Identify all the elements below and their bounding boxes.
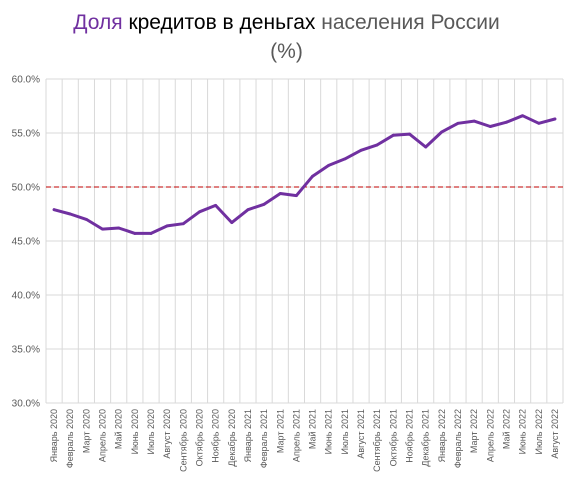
x-tick-label: Август 2022 bbox=[550, 409, 560, 459]
data-point bbox=[327, 164, 331, 167]
data-point bbox=[375, 143, 379, 147]
grid bbox=[45, 78, 564, 404]
data-point bbox=[505, 120, 508, 124]
x-tick-label: Январь 2021 bbox=[243, 409, 253, 462]
data-point bbox=[278, 192, 282, 195]
data-point bbox=[553, 117, 557, 121]
x-tick-label: Ноябрь 2021 bbox=[405, 409, 415, 463]
x-tick-label: Декабрь 2020 bbox=[227, 409, 237, 467]
x-axis: Январь 2020 Февраль 2020 Март 2020 Апрель 2… bbox=[49, 409, 560, 472]
y-axis: 30.0% 35.0% 40.0% 45.0% 50.0% 55.0% 60.0% bbox=[12, 75, 40, 410]
data-point bbox=[52, 208, 56, 212]
data-point bbox=[149, 232, 153, 235]
x-tick-label: Март 2022 bbox=[469, 409, 479, 453]
data-point bbox=[456, 121, 460, 125]
x-tick-label: Сентябрь 2020 bbox=[178, 409, 188, 472]
data-point bbox=[181, 222, 185, 226]
data-point bbox=[165, 224, 169, 228]
data-point bbox=[343, 157, 347, 161]
x-tick-label: Октябрь 2020 bbox=[194, 409, 204, 466]
data-point bbox=[311, 174, 314, 178]
title-part-1: Доля bbox=[73, 11, 123, 34]
data-point bbox=[214, 203, 218, 207]
x-tick-label: Октябрь 2021 bbox=[388, 409, 398, 466]
x-tick-label: Январь 2020 bbox=[49, 409, 59, 462]
x-tick-label: Декабрь 2021 bbox=[421, 409, 431, 467]
x-tick-label: Август 2021 bbox=[356, 409, 366, 459]
x-tick-label: Июль 2022 bbox=[534, 409, 544, 454]
x-tick-label: Сентябрь 2021 bbox=[372, 409, 382, 472]
data-point bbox=[521, 114, 525, 118]
data-point bbox=[246, 208, 250, 212]
y-tick-label: 45.0% bbox=[12, 237, 40, 248]
y-tick-label: 30.0% bbox=[12, 399, 40, 410]
data-point bbox=[295, 194, 298, 198]
data-point bbox=[230, 221, 234, 225]
x-tick-label: Июль 2021 bbox=[340, 409, 350, 454]
x-tick-label: Январь 2022 bbox=[437, 409, 447, 462]
data-point bbox=[133, 232, 137, 235]
x-tick-label: Май 2021 bbox=[308, 409, 318, 449]
x-tick-label: Июнь 2022 bbox=[518, 409, 528, 454]
x-tick-label: Март 2021 bbox=[275, 409, 285, 453]
series-group bbox=[52, 114, 557, 235]
x-tick-label: Март 2020 bbox=[81, 409, 91, 453]
x-tick-label: Февраль 2020 bbox=[65, 409, 75, 468]
data-point bbox=[359, 148, 363, 152]
data-point bbox=[472, 119, 476, 123]
x-tick-label: Февраль 2022 bbox=[453, 409, 463, 468]
y-tick-label: 55.0% bbox=[12, 129, 40, 140]
y-tick-label: 50.0% bbox=[12, 183, 40, 194]
data-point bbox=[101, 227, 104, 231]
data-point bbox=[117, 226, 121, 230]
title-part-3: населения России bbox=[321, 11, 500, 34]
series-line bbox=[52, 114, 557, 235]
x-tick-label: Июнь 2020 bbox=[130, 409, 140, 454]
x-tick-label: Май 2020 bbox=[114, 409, 124, 449]
title-part-4: (%) bbox=[270, 40, 303, 63]
x-tick-label: Апрель 2020 bbox=[98, 409, 108, 462]
chart-title: Доля кредитов в деньгах населения России… bbox=[0, 8, 573, 66]
y-tick-label: 40.0% bbox=[12, 291, 40, 302]
x-tick-label: Февраль 2021 bbox=[259, 409, 269, 468]
data-point bbox=[68, 212, 72, 216]
data-point bbox=[391, 133, 395, 137]
title-part-2: кредитов в деньгах bbox=[128, 11, 316, 34]
x-tick-label: Июнь 2021 bbox=[324, 409, 334, 454]
y-tick-label: 60.0% bbox=[12, 75, 40, 86]
data-point bbox=[537, 121, 541, 125]
data-point bbox=[488, 125, 492, 128]
x-tick-label: Август 2020 bbox=[162, 409, 172, 459]
x-tick-label: Апрель 2022 bbox=[485, 409, 495, 462]
x-tick-label: Июль 2020 bbox=[146, 409, 156, 454]
data-point bbox=[262, 202, 266, 206]
data-point bbox=[198, 210, 201, 214]
data-point bbox=[408, 132, 411, 136]
data-point bbox=[440, 130, 444, 134]
x-tick-label: Ноябрь 2020 bbox=[211, 409, 221, 463]
data-point bbox=[84, 218, 88, 221]
y-tick-label: 35.0% bbox=[12, 345, 40, 356]
data-point bbox=[424, 145, 428, 149]
x-tick-label: Апрель 2021 bbox=[291, 409, 301, 462]
x-tick-label: Май 2022 bbox=[501, 409, 511, 449]
